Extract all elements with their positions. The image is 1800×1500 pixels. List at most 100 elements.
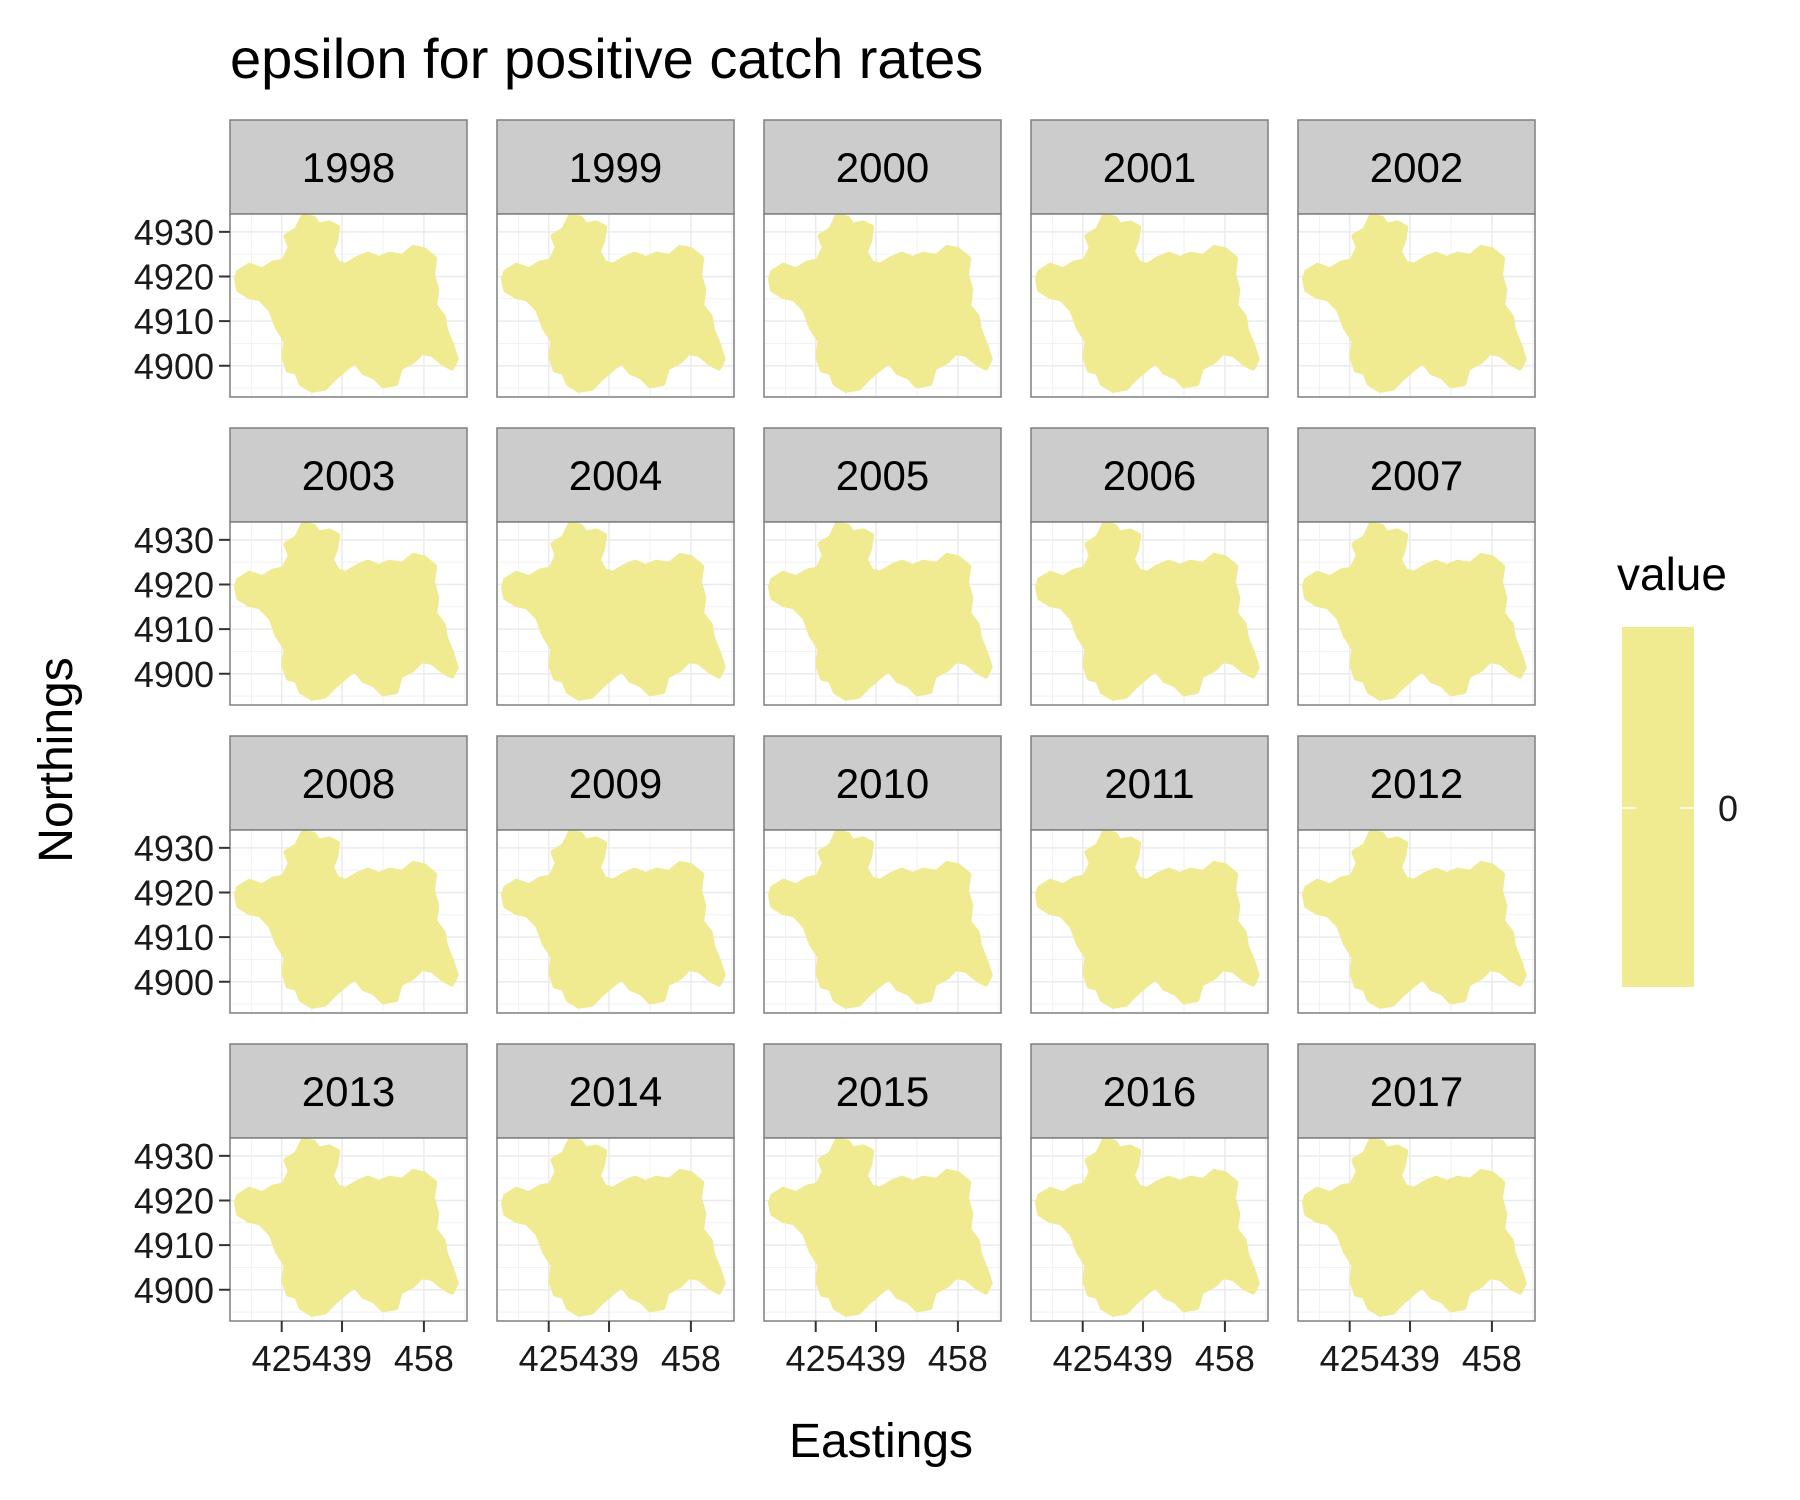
y-tick-label: 4920 <box>134 1180 214 1221</box>
facet-strip <box>229 427 468 523</box>
spatial-field <box>768 213 993 393</box>
panel-border <box>1297 521 1536 706</box>
facet-strip-label: 1999 <box>569 144 662 191</box>
facet-strip-label: 2003 <box>302 452 395 499</box>
y-tick-label: 4930 <box>134 520 214 561</box>
facet-panel: 2007 <box>1297 427 1536 706</box>
spatial-field <box>1035 1137 1260 1317</box>
spatial-field <box>1302 1137 1527 1317</box>
panel-border <box>1297 829 1536 1014</box>
facet-strip <box>763 119 1002 215</box>
facet-strip <box>496 427 735 523</box>
facet-strip <box>229 1043 468 1139</box>
facet-strip-label: 2008 <box>302 760 395 807</box>
facet-panel: 1999 <box>496 119 735 398</box>
facet-strip-label: 2015 <box>836 1068 929 1115</box>
facet-panel: 2000 <box>763 119 1002 398</box>
facet-panel: 2010 <box>763 735 1002 1014</box>
legend: value 0 <box>1617 548 1738 987</box>
facet-panel: 2005 <box>763 427 1002 706</box>
panel-border <box>1030 521 1269 706</box>
facet-panel: 2004 <box>496 427 735 706</box>
facet-strip <box>763 427 1002 523</box>
facet-strip <box>1030 1043 1269 1139</box>
facet-strip <box>229 735 468 831</box>
spatial-field <box>1035 829 1260 1009</box>
facet-strip <box>1030 427 1269 523</box>
y-tick-label: 4900 <box>134 346 214 387</box>
x-tick-label: 458 <box>1462 1338 1522 1379</box>
x-tick-label: 458 <box>928 1338 988 1379</box>
x-tick-label: 439 <box>1113 1338 1173 1379</box>
y-tick-label: 4930 <box>134 212 214 253</box>
facet-panel: 2009 <box>496 735 735 1014</box>
x-axis-label: Eastings <box>789 1415 973 1468</box>
y-tick-label: 4910 <box>134 609 214 650</box>
panel-border <box>229 829 468 1014</box>
spatial-field <box>768 829 993 1009</box>
facet-strip-label: 2010 <box>836 760 929 807</box>
facet-strip <box>1297 119 1536 215</box>
y-axis-label: Northings <box>30 657 83 862</box>
spatial-field <box>501 829 726 1009</box>
x-tick-label: 439 <box>312 1338 372 1379</box>
x-tick-label: 425 <box>519 1338 579 1379</box>
y-tick-label: 4910 <box>134 1225 214 1266</box>
facet-strip <box>1030 735 1269 831</box>
spatial-field <box>1302 521 1527 701</box>
facet-panel: 2016 425 439 458 <box>1030 1043 1269 1379</box>
spatial-field <box>768 521 993 701</box>
facet-strip <box>1297 735 1536 831</box>
spatial-field <box>768 1137 993 1317</box>
spatial-field <box>501 521 726 701</box>
spatial-field <box>234 829 459 1009</box>
x-tick-label: 458 <box>661 1338 721 1379</box>
facet-panel: 2001 <box>1030 119 1269 398</box>
spatial-field <box>234 213 459 393</box>
legend-title: value <box>1617 548 1727 600</box>
panel-border <box>1030 213 1269 398</box>
panel-border <box>1297 213 1536 398</box>
panel-border <box>763 829 1002 1014</box>
spatial-field <box>501 213 726 393</box>
panel-border <box>229 521 468 706</box>
facet-strip-label: 2002 <box>1370 144 1463 191</box>
x-tick-label: 425 <box>1053 1338 1113 1379</box>
x-tick-label: 439 <box>579 1338 639 1379</box>
spatial-field <box>1302 213 1527 393</box>
facet-strip-label: 2001 <box>1103 144 1196 191</box>
y-tick-label: 4920 <box>134 564 214 605</box>
panel-border <box>763 213 1002 398</box>
spatial-field <box>1035 213 1260 393</box>
y-tick-label: 4900 <box>134 1270 214 1311</box>
facet-strip-label: 2016 <box>1103 1068 1196 1115</box>
x-tick-label: 425 <box>252 1338 312 1379</box>
facet-panel: 2002 <box>1297 119 1536 398</box>
x-tick-label: 425 <box>1320 1338 1380 1379</box>
spatial-field <box>1302 829 1527 1009</box>
x-tick-label: 458 <box>394 1338 454 1379</box>
facet-strip <box>229 119 468 215</box>
facet-strip-label: 2014 <box>569 1068 662 1115</box>
y-tick-label: 4910 <box>134 301 214 342</box>
legend-colorbar <box>1622 627 1694 987</box>
panel-border <box>763 521 1002 706</box>
facet-strip <box>763 735 1002 831</box>
x-tick-label: 439 <box>1380 1338 1440 1379</box>
facet-strip <box>496 735 735 831</box>
legend-break-label: 0 <box>1718 788 1738 829</box>
facet-panel: 2012 <box>1297 735 1536 1014</box>
panel-border <box>1297 1137 1536 1322</box>
facet-strip-label: 2005 <box>836 452 929 499</box>
facet-strip-label: 2009 <box>569 760 662 807</box>
facet-panel: 2006 <box>1030 427 1269 706</box>
panel-border <box>1030 829 1269 1014</box>
facet-panel: 2011 <box>1030 735 1269 1014</box>
y-tick-label: 4930 <box>134 1136 214 1177</box>
panel-border <box>763 1137 1002 1322</box>
panel-border <box>1030 1137 1269 1322</box>
spatial-field <box>1035 521 1260 701</box>
facet-strip-label: 2007 <box>1370 452 1463 499</box>
